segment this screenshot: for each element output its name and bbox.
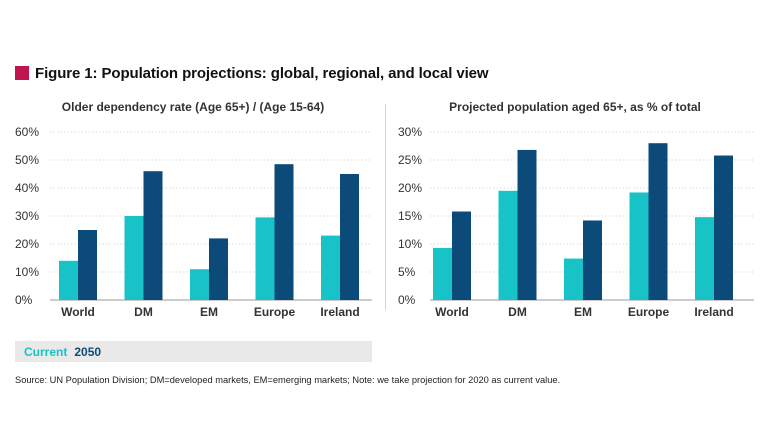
bar-current-ireland — [695, 217, 714, 300]
y-tick-label: 20% — [398, 181, 422, 195]
y-tick-label: 50% — [15, 153, 39, 167]
bar-2050-world — [78, 230, 97, 300]
bar-current-dm — [498, 190, 518, 300]
bar-2050-dm — [143, 171, 163, 300]
chart-divider — [385, 104, 386, 310]
x-category-label: DM — [134, 305, 153, 319]
y-tick-label: 15% — [398, 209, 422, 223]
y-tick-label: 0% — [398, 293, 416, 307]
chart-older-dependency-rate: Older dependency rate (Age 65+) / (Age 1… — [15, 100, 372, 319]
y-tick-label: 25% — [398, 153, 422, 167]
y-tick-label: 10% — [398, 237, 422, 251]
y-tick-label: 10% — [15, 265, 39, 279]
x-category-label: Ireland — [320, 305, 359, 319]
bar-current-world — [433, 247, 452, 300]
chart-population-aged-65-plus: Projected population aged 65+, as % of t… — [398, 100, 754, 319]
bar-2050-europe — [648, 143, 668, 300]
bar-2050-em — [209, 238, 228, 300]
legend-item-2050: 2050 — [74, 344, 102, 359]
x-category-label: World — [61, 305, 95, 319]
bar-2050-dm — [517, 149, 537, 300]
x-category-label: EM — [574, 305, 592, 319]
y-tick-label: 5% — [398, 265, 416, 279]
title-marker-square — [15, 66, 29, 80]
bar-2050-europe — [274, 164, 294, 300]
x-category-label: EM — [200, 305, 218, 319]
bar-current-dm — [124, 216, 144, 300]
bar-current-em — [190, 269, 209, 300]
bar-2050-ireland — [714, 155, 733, 300]
bar-current-world — [59, 260, 78, 300]
bar-current-europe — [255, 217, 275, 300]
chart-title: Older dependency rate (Age 65+) / (Age 1… — [62, 100, 324, 114]
source-note: Source: UN Population Division; DM=devel… — [15, 375, 561, 385]
y-tick-label: 30% — [15, 209, 39, 223]
x-category-label: Europe — [254, 305, 296, 319]
bar-current-em — [564, 258, 583, 300]
bar-current-ireland — [321, 235, 340, 300]
x-category-label: Ireland — [694, 305, 733, 319]
y-tick-label: 0% — [15, 293, 33, 307]
y-tick-label: 20% — [15, 237, 39, 251]
x-category-label: World — [435, 305, 469, 319]
x-category-label: Europe — [628, 305, 670, 319]
y-tick-label: 40% — [15, 181, 39, 195]
bar-2050-em — [583, 220, 602, 300]
x-category-label: DM — [508, 305, 527, 319]
y-tick-label: 60% — [15, 125, 39, 139]
legend-item-current: Current — [24, 344, 68, 359]
chart-title: Projected population aged 65+, as % of t… — [449, 100, 701, 114]
legend: Current 2050 — [15, 341, 372, 362]
figure-header: Figure 1: Population projections: global… — [15, 64, 489, 82]
bar-2050-world — [452, 211, 471, 300]
y-tick-label: 30% — [398, 125, 422, 139]
bar-2050-ireland — [340, 174, 359, 300]
bar-current-europe — [629, 192, 649, 300]
figure-title: Figure 1: Population projections: global… — [35, 64, 489, 82]
